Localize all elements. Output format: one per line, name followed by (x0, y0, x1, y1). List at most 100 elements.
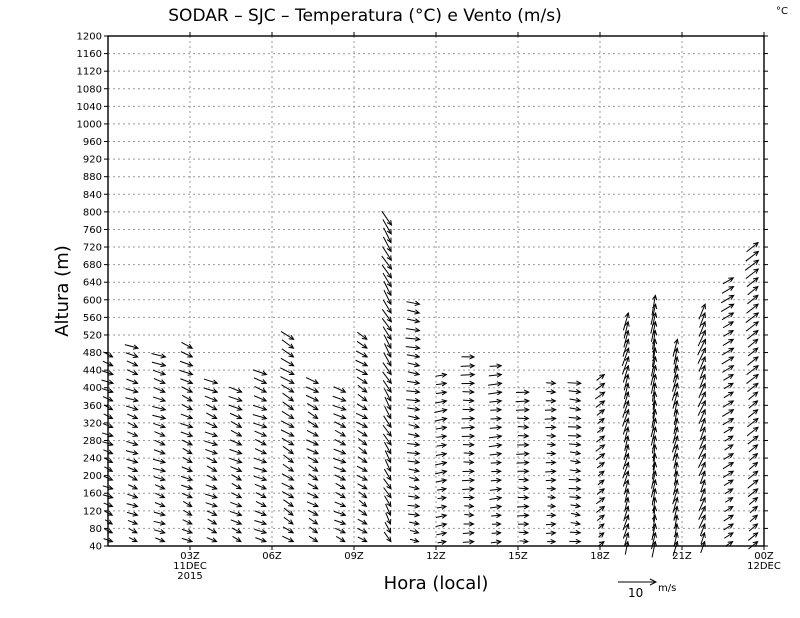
wind-vector (651, 514, 658, 531)
wind-vector (280, 357, 295, 367)
wind-vector (126, 440, 139, 447)
wind-vector (700, 540, 706, 554)
wind-vector (282, 491, 295, 499)
wind-vector (517, 433, 530, 439)
wind-vector (724, 444, 734, 451)
wind-vector (746, 373, 760, 384)
wind-vector (335, 482, 346, 490)
wind-vector (408, 467, 421, 473)
wind-vector (305, 377, 320, 384)
wind-vector (546, 450, 557, 457)
wind-vector (545, 477, 557, 483)
wind-vector (569, 494, 582, 500)
wind-vector (283, 454, 294, 464)
wind-vector (206, 465, 218, 472)
wind-vector (254, 483, 268, 490)
wind-vector (746, 241, 760, 253)
wind-vector (567, 380, 582, 386)
wind-vector (382, 371, 392, 385)
wind-vector (698, 320, 706, 337)
y-tick-label: 800 (83, 207, 102, 218)
wind-vector (519, 529, 530, 536)
wind-vector (673, 347, 679, 365)
wind-vector (699, 373, 706, 389)
wind-vector (384, 343, 392, 358)
wind-vector (126, 458, 139, 464)
wind-vector (408, 494, 421, 500)
wind-vector (381, 210, 393, 226)
wind-vector (408, 432, 421, 438)
wind-vector (358, 509, 368, 516)
wind-vector (382, 299, 392, 314)
wind-vector (125, 450, 139, 456)
wind-vector (546, 486, 557, 492)
wind-vector (126, 369, 139, 376)
wind-vector (596, 373, 606, 381)
wind-vector (179, 360, 194, 367)
wind-vector (182, 519, 193, 525)
wind-vector (622, 461, 630, 479)
wind-vector (435, 451, 448, 458)
wind-vector (357, 456, 368, 464)
wind-vector (307, 411, 319, 420)
wind-vector (746, 303, 760, 314)
y-tick-label: 960 (83, 137, 102, 148)
wind-vector (207, 518, 218, 525)
wind-vector (699, 470, 706, 484)
x-tick-label: 18Z (590, 551, 610, 562)
wind-vector (490, 504, 503, 510)
wind-vector (489, 398, 503, 404)
wind-vector (723, 479, 734, 487)
wind-vector (596, 505, 606, 513)
wind-vector (698, 496, 706, 511)
wind-vector (128, 475, 139, 481)
wind-vector (126, 511, 139, 517)
wind-vector (206, 537, 218, 543)
wind-vector (747, 470, 759, 480)
wind-vector (306, 403, 319, 411)
wind-vector (569, 450, 582, 456)
wind-vector (622, 364, 630, 383)
wind-vector (307, 456, 319, 464)
wind-vector (437, 495, 448, 501)
wind-vector (406, 327, 421, 333)
wind-vector (281, 339, 295, 349)
wind-vector (357, 384, 368, 393)
wind-vector (154, 502, 166, 508)
wind-vector (462, 486, 475, 492)
wind-vector (672, 443, 679, 461)
wind-vector (651, 540, 658, 558)
wind-vector (723, 514, 735, 522)
wind-vector (230, 429, 243, 437)
y-tick-label: 840 (83, 190, 102, 201)
wind-vector (491, 512, 502, 519)
wind-vector (490, 477, 503, 483)
wind-vector (152, 458, 167, 464)
wind-vector (435, 522, 448, 528)
wind-vector (154, 431, 166, 437)
wind-vector (622, 470, 630, 487)
wind-vector (409, 529, 420, 535)
wind-vector (383, 468, 392, 482)
wind-vector (623, 320, 630, 339)
reference-vector: 10 m/s (618, 578, 676, 600)
wind-vector (406, 397, 421, 404)
wind-vector (355, 350, 369, 358)
wind-vector (406, 300, 421, 306)
wind-vector (622, 417, 630, 435)
wind-vector (723, 523, 735, 531)
wind-vector (125, 405, 139, 411)
wind-vector (204, 431, 219, 438)
wind-vector (335, 491, 346, 499)
y-tick-label: 720 (83, 243, 102, 254)
y-tick-label: 120 (83, 506, 102, 517)
wind-vectors (101, 210, 760, 558)
wind-vector (488, 434, 503, 440)
wind-vector (489, 486, 503, 493)
wind-vector (181, 394, 193, 402)
wind-vector (154, 484, 166, 490)
wind-vector (306, 439, 320, 446)
wind-vector (182, 501, 193, 508)
wind-vector (281, 348, 295, 358)
